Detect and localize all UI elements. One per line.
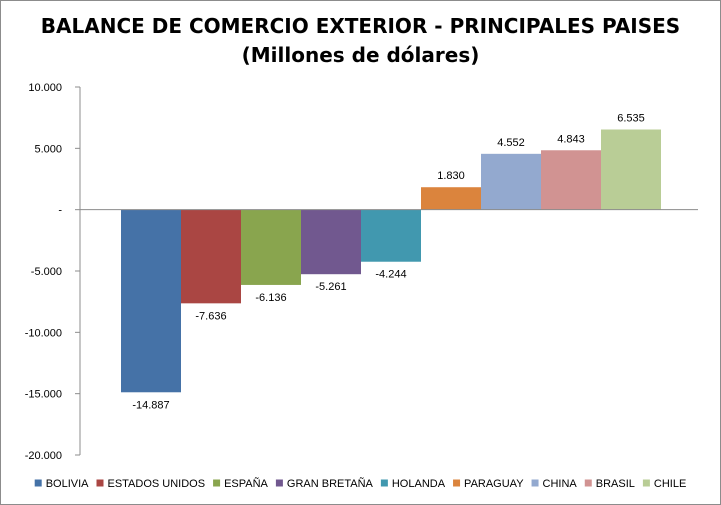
bar-chile [601, 129, 661, 210]
data-label: -6.136 [255, 292, 286, 304]
bar-paraguay [421, 187, 481, 210]
y-tick-label: 5.000 [34, 143, 62, 155]
bars [121, 129, 661, 393]
y-axis: 10.000 5.000 - -5.000 -10.000 -15.000 -20.000 [25, 82, 80, 462]
bar-bolivia [121, 209, 181, 393]
bar-china [481, 153, 541, 210]
legend-swatch [380, 479, 388, 487]
y-tick-label: -10.000 [25, 327, 62, 339]
bar-holanda [361, 209, 421, 262]
legend-entry: PARAGUAY [464, 478, 524, 490]
legend-swatch [213, 479, 221, 487]
y-tick-label: - [58, 205, 62, 217]
legend-entry: CHINA [543, 478, 578, 490]
legend-swatch [642, 479, 650, 487]
y-tick-label: -20.000 [25, 450, 62, 462]
legend-swatch [453, 479, 461, 487]
bar-gran-bretaña [301, 209, 361, 275]
legend-entry: HOLANDA [392, 478, 446, 490]
legend-entry: BRASIL [596, 478, 635, 490]
legend-swatch [531, 479, 539, 487]
legend-entry: ESTADOS UNIDOS [107, 478, 205, 490]
legend: BOLIVIA ESTADOS UNIDOS ESPAÑA GRAN BRETAÑA H… [34, 477, 686, 490]
legend-entry: BOLIVIA [46, 478, 89, 490]
legend-swatch [34, 479, 42, 487]
data-label: 4.843 [557, 133, 585, 145]
legend-entry: CHILE [654, 478, 686, 490]
bar-brasil [541, 150, 601, 210]
data-label: 4.552 [497, 137, 525, 149]
data-label: -5.261 [315, 281, 346, 293]
legend-swatch [275, 479, 283, 487]
y-tick-label: -15.000 [25, 389, 62, 401]
legend-entry: GRAN BRETAÑA [287, 477, 374, 490]
y-tick-label: 10.000 [28, 82, 62, 94]
data-label: -14.887 [132, 399, 169, 411]
legend-entry: ESPAÑA [224, 477, 268, 490]
data-labels: -14.887 -7.636 -6.136 -5.261 -4.244 1.830 4.55… [132, 113, 644, 412]
y-tick-label: -5.000 [31, 266, 62, 278]
legend-swatch [584, 479, 592, 487]
chart-title: BALANCE DE COMERCIO EXTERIOR - PRINCIPAL… [40, 14, 681, 38]
data-label: -4.244 [375, 269, 406, 281]
data-label: 1.830 [437, 170, 465, 182]
chart-subtitle: (Millones de dólares) [241, 43, 480, 67]
data-label: 6.535 [617, 113, 645, 125]
data-label: -7.636 [195, 310, 226, 322]
bar-españa [241, 209, 301, 285]
legend-swatch [96, 479, 104, 487]
bar-estados-unidos [181, 209, 241, 304]
